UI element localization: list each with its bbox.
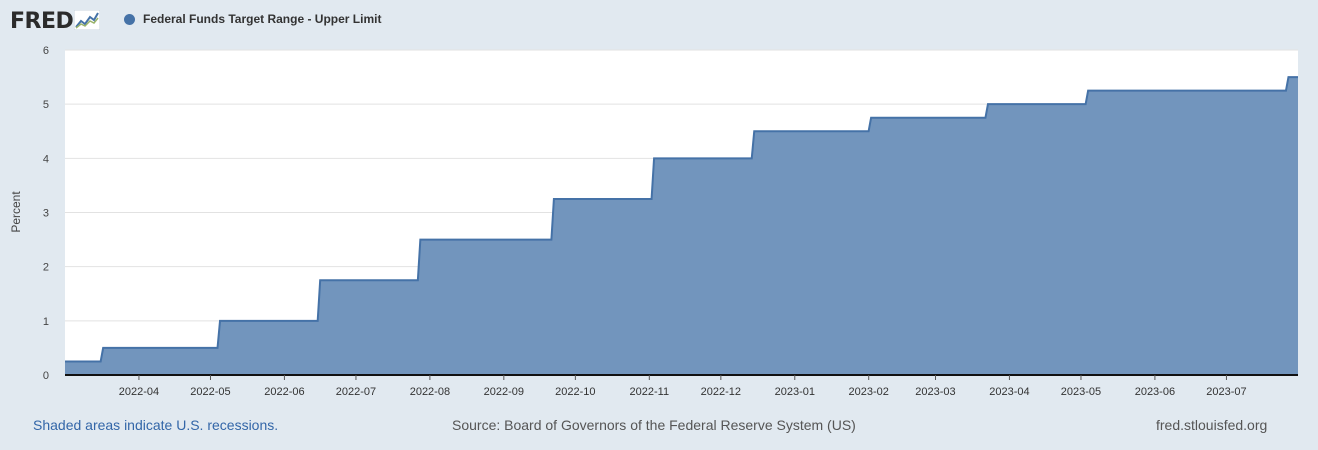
y-tick-label: 3	[43, 208, 49, 220]
series-area	[65, 77, 1298, 375]
series-group	[65, 76, 1298, 375]
y-tick-label: 0	[43, 370, 49, 382]
x-tick-label: 2023-03	[915, 386, 955, 398]
x-tick-label: 2023-04	[989, 386, 1029, 398]
x-tick-label: 2023-06	[1135, 386, 1175, 398]
x-tick-label: 2022-11	[630, 386, 670, 398]
x-tick-label: 2022-08	[410, 386, 450, 398]
x-tick-label: 2023-01	[775, 386, 815, 398]
y-tick-label: 4	[43, 153, 49, 165]
site-link[interactable]: fred.stlouisfed.org	[1156, 417, 1268, 433]
y-axis: 0 1 2 3 4 5 6	[43, 45, 49, 382]
x-axis: 2022-04 2022-05 2022-06 2022-07 2022-08 2022-…	[65, 374, 1298, 398]
x-tick-label: 2023-05	[1061, 386, 1101, 398]
x-tick-label: 2022-07	[336, 386, 376, 398]
fred-logo-text: FRED	[10, 8, 74, 34]
recessions-note-link[interactable]: Shaded areas indicate U.S. recessions.	[33, 417, 279, 433]
x-tick-label: 2022-10	[555, 386, 595, 398]
x-tick-label: 2022-04	[119, 386, 159, 398]
y-tick-label: 6	[43, 45, 49, 57]
source-text: Source: Board of Governors of the Federa…	[452, 417, 856, 433]
x-tick-label: 2022-06	[264, 386, 304, 398]
x-tick-label: 2022-09	[484, 386, 524, 398]
x-tick-label: 2023-07	[1206, 386, 1246, 398]
chart-legend[interactable]: Federal Funds Target Range - Upper Limit	[124, 12, 381, 26]
y-tick-label: 1	[43, 316, 49, 328]
y-tick-label: 5	[43, 99, 49, 111]
x-tick-label: 2023-02	[849, 386, 889, 398]
y-tick-label: 2	[43, 262, 49, 274]
legend-label: Federal Funds Target Range - Upper Limit	[143, 12, 382, 26]
x-tick-label: 2022-12	[701, 386, 741, 398]
series-line	[65, 76, 1298, 363]
y-axis-label: Percent	[9, 191, 23, 233]
x-tick-label: 2022-05	[190, 386, 230, 398]
legend-marker	[124, 13, 135, 25]
